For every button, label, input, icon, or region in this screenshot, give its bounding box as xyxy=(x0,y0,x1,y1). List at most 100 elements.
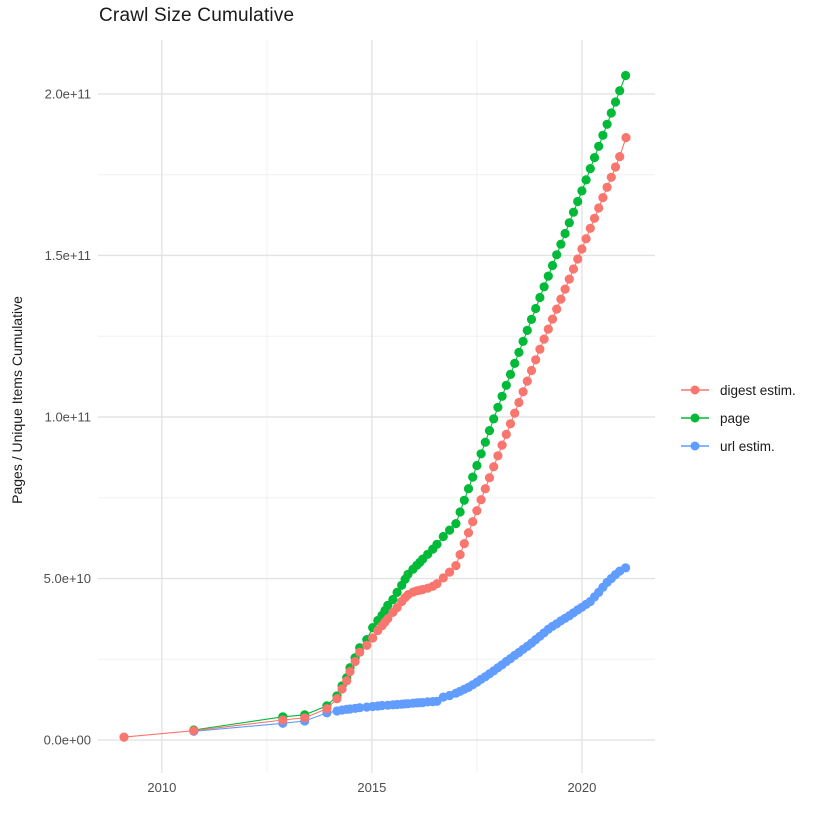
data-point-digest-estim xyxy=(510,408,520,418)
data-point-digest-estim xyxy=(606,172,616,182)
data-point-digest-estim xyxy=(568,264,579,274)
legend-label: url estim. xyxy=(720,438,775,454)
data-point-digest-estim xyxy=(602,182,612,192)
data-point-digest-estim xyxy=(526,365,537,376)
data-point-digest-estim xyxy=(505,419,516,429)
x-tick-label: 2020 xyxy=(567,780,596,795)
data-point-page xyxy=(484,426,495,436)
legend-label: page xyxy=(720,410,751,426)
data-point-page xyxy=(463,484,474,494)
data-point-page xyxy=(432,539,442,549)
data-point-page xyxy=(455,507,465,517)
data-point-page xyxy=(514,347,524,357)
data-point-digest-estim xyxy=(543,324,553,334)
data-point-digest-estim xyxy=(598,193,608,203)
data-point-digest-estim xyxy=(459,539,469,549)
data-point-digest-estim xyxy=(522,376,532,386)
data-point-page xyxy=(552,250,562,260)
data-point-digest-estim xyxy=(278,715,288,725)
data-point-digest-estim xyxy=(332,694,342,704)
data-point-page xyxy=(476,449,486,459)
data-point-page xyxy=(438,531,448,542)
data-point-page xyxy=(615,86,625,96)
data-point-digest-estim xyxy=(547,314,558,324)
data-point-digest-estim xyxy=(489,462,499,472)
data-point-digest-estim xyxy=(514,397,524,408)
data-point-page xyxy=(505,369,516,379)
data-point-digest-estim xyxy=(119,732,129,742)
data-point-page xyxy=(577,186,587,196)
data-point-page xyxy=(493,402,503,412)
y-tick-label: 1.5e+11 xyxy=(45,248,91,263)
data-point-page xyxy=(581,175,591,185)
data-point-page xyxy=(501,380,511,390)
data-point-digest-estim xyxy=(484,473,495,483)
legend-key-digest-estim xyxy=(681,385,709,395)
data-point-digest-estim xyxy=(615,152,625,162)
data-point-digest-estim xyxy=(585,223,595,233)
data-point-digest-estim xyxy=(480,484,490,494)
data-point-digest-estim xyxy=(451,561,461,571)
data-point-digest-estim xyxy=(560,284,570,294)
data-point-digest-estim xyxy=(362,640,372,651)
data-point-page xyxy=(610,97,621,107)
data-point-digest-estim xyxy=(531,355,541,365)
legend-point-icon xyxy=(690,385,700,395)
data-point-digest-estim xyxy=(518,387,528,397)
legend-item-page: page xyxy=(678,409,796,427)
data-point-page xyxy=(547,260,558,271)
data-point-digest-estim xyxy=(497,440,507,450)
data-point-page xyxy=(510,358,520,368)
data-point-digest-estim xyxy=(368,633,378,643)
data-point-page xyxy=(522,325,532,335)
legend: digest estim. page url estim. xyxy=(678,381,796,455)
data-point-page xyxy=(589,153,600,163)
legend-item-url-estim: url estim. xyxy=(678,437,796,455)
data-point-page xyxy=(459,495,469,505)
data-point-page xyxy=(489,414,499,424)
data-point-digest-estim xyxy=(621,133,631,143)
data-point-page xyxy=(564,218,574,228)
y-axis-title: Pages / Unique Items Cumulative xyxy=(9,296,25,504)
data-point-page xyxy=(472,460,482,471)
legend-label: digest estim. xyxy=(720,382,796,398)
data-point-digest-estim xyxy=(581,234,591,244)
y-tick-label: 0.0e+00 xyxy=(44,733,91,748)
legend-key-page xyxy=(681,413,709,423)
data-point-page xyxy=(526,314,537,324)
data-point-page xyxy=(392,587,402,598)
data-point-digest-estim xyxy=(342,676,352,686)
data-point-page xyxy=(598,130,608,140)
data-point-digest-estim xyxy=(594,203,604,213)
data-point-digest-estim xyxy=(589,213,600,223)
data-point-digest-estim xyxy=(337,684,347,694)
data-point-digest-estim xyxy=(501,429,511,439)
x-tick-label: 2010 xyxy=(147,780,176,795)
data-point-page xyxy=(568,207,579,217)
data-point-page xyxy=(497,391,507,401)
data-point-digest-estim xyxy=(455,550,465,560)
legend-point-icon xyxy=(690,441,700,451)
data-point-page xyxy=(480,437,490,447)
data-point-url-estim xyxy=(621,563,631,573)
data-point-page xyxy=(594,141,604,151)
data-point-digest-estim xyxy=(476,495,486,505)
data-point-digest-estim xyxy=(438,573,448,583)
data-point-digest-estim xyxy=(577,244,587,254)
data-point-page xyxy=(539,282,549,292)
series-line-digest-estim xyxy=(123,137,627,738)
data-point-digest-estim xyxy=(610,162,621,172)
data-point-page xyxy=(556,239,566,249)
data-point-digest-estim xyxy=(432,579,442,589)
data-point-digest-estim xyxy=(463,528,474,538)
data-point-digest-estim xyxy=(564,274,574,284)
data-point-digest-estim xyxy=(539,334,549,344)
data-point-digest-estim xyxy=(535,344,545,354)
data-point-page xyxy=(606,108,616,118)
data-point-digest-estim xyxy=(189,726,199,736)
data-point-page xyxy=(585,164,595,174)
data-point-digest-estim xyxy=(300,713,310,723)
data-point-page xyxy=(451,519,461,529)
